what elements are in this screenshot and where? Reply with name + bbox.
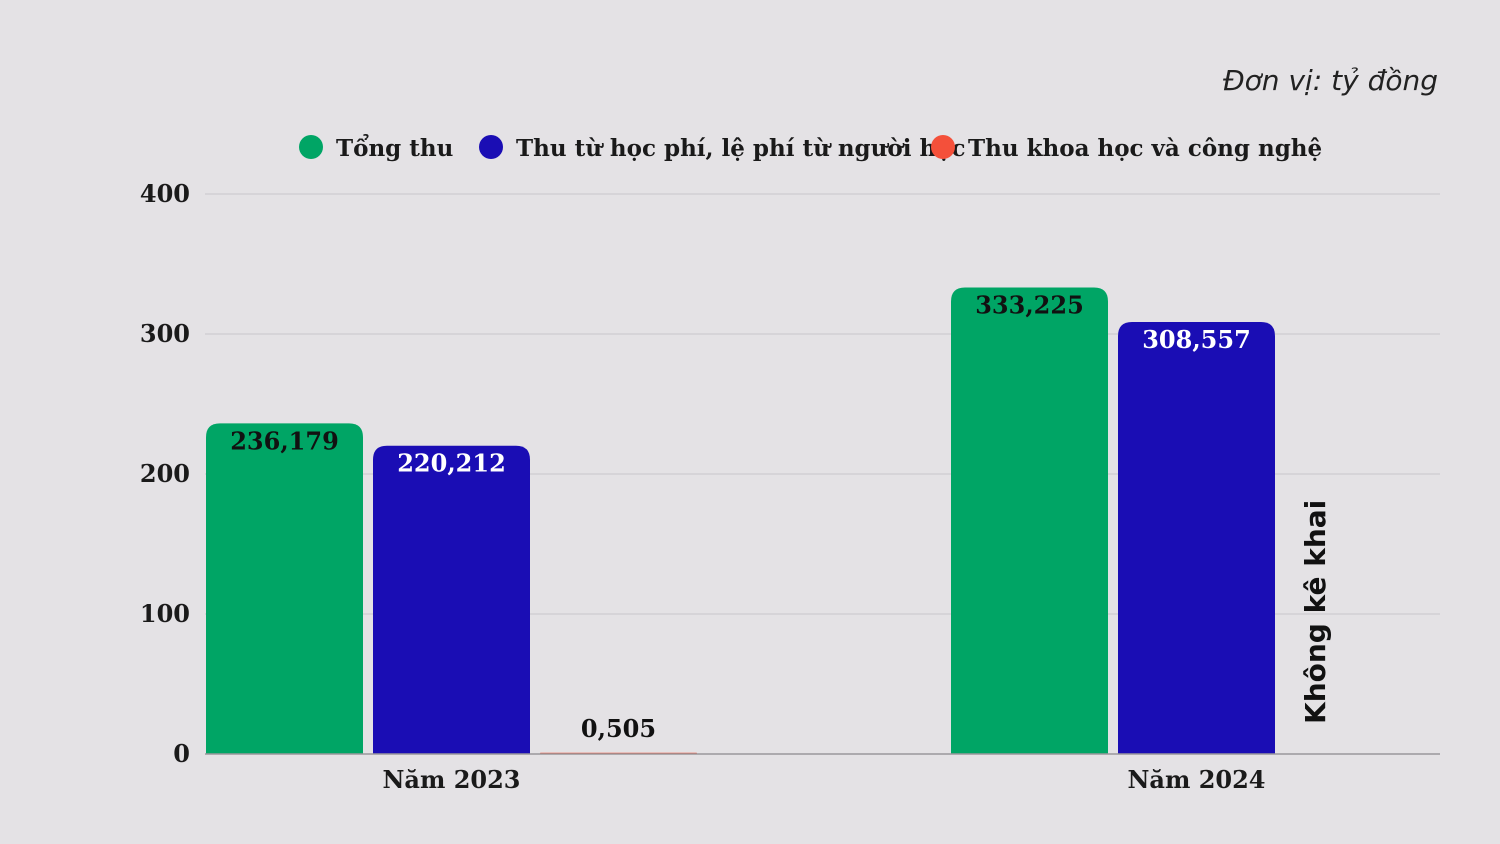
y-tick-label: 400 bbox=[140, 179, 190, 208]
data-label: 0,505 bbox=[581, 714, 656, 743]
legend-label: Tổng thu bbox=[336, 134, 453, 162]
bar bbox=[1118, 322, 1275, 754]
y-grid: 0 100 200 300 400 bbox=[140, 179, 1440, 768]
legend: Tổng thu Thu từ học phí, lệ phí từ người … bbox=[299, 134, 1322, 162]
bars bbox=[206, 287, 1275, 754]
legend-label: Thu khoa học và công nghệ bbox=[968, 135, 1322, 162]
x-tick-label: Năm 2024 bbox=[1127, 765, 1265, 794]
x-tick-label: Năm 2023 bbox=[382, 765, 520, 794]
data-label: 308,557 bbox=[1142, 325, 1251, 354]
legend-marker bbox=[299, 135, 323, 159]
y-tick-label: 300 bbox=[140, 319, 190, 348]
bar bbox=[206, 423, 363, 754]
y-tick-label: 100 bbox=[140, 599, 190, 628]
y-tick-label: 200 bbox=[140, 459, 190, 488]
legend-label: Thu từ học phí, lệ phí từ người học bbox=[516, 135, 966, 162]
x-axis-labels: Năm 2023 Năm 2024 bbox=[382, 765, 1265, 794]
bar bbox=[373, 445, 530, 754]
legend-marker bbox=[479, 135, 503, 159]
unit-label: Đơn vị: tỷ đồng bbox=[1223, 64, 1438, 97]
bar bbox=[951, 287, 1108, 754]
missing-value-note: Không kê khai bbox=[1299, 500, 1332, 724]
data-labels: 236,179 220,212 0,505 333,225 308,557 Không k… bbox=[230, 290, 1332, 742]
y-tick-label: 0 bbox=[173, 739, 190, 768]
legend-marker bbox=[931, 135, 955, 159]
data-label: 236,179 bbox=[230, 426, 339, 455]
data-label: 333,225 bbox=[975, 290, 1084, 319]
data-label: 220,212 bbox=[397, 449, 506, 478]
